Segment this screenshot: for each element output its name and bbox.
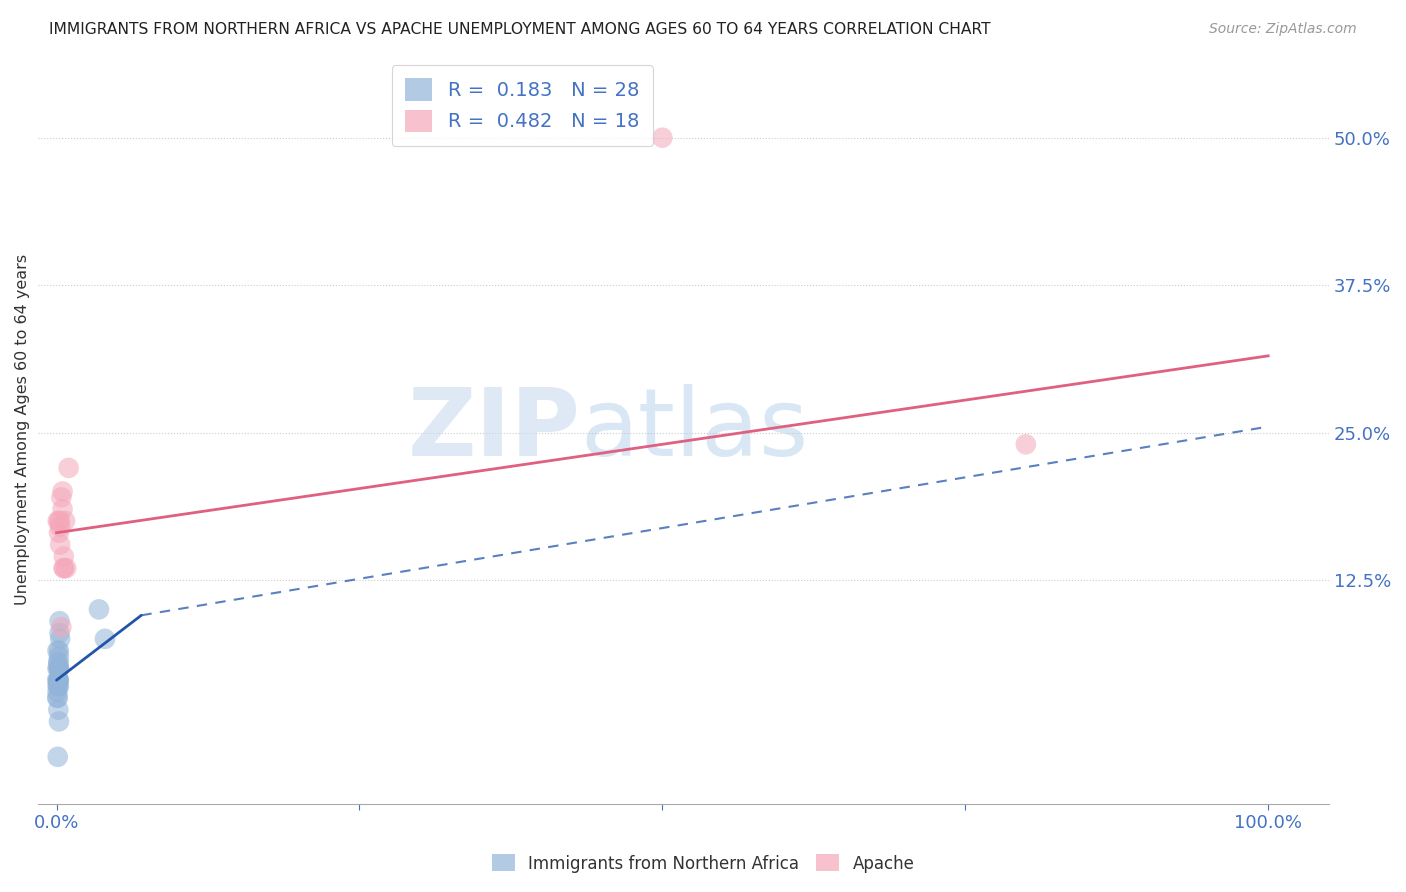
Point xyxy=(46,690,69,705)
Point xyxy=(48,661,70,675)
Point xyxy=(46,656,69,670)
Point xyxy=(49,514,72,528)
Legend: Immigrants from Northern Africa, Apache: Immigrants from Northern Africa, Apache xyxy=(485,847,921,880)
Point xyxy=(52,561,75,575)
Point xyxy=(48,714,70,729)
Point xyxy=(46,643,69,657)
Text: atlas: atlas xyxy=(581,384,808,475)
Point xyxy=(1015,437,1038,451)
Point xyxy=(48,514,70,528)
Point xyxy=(48,661,70,675)
Point xyxy=(46,673,69,688)
Text: IMMIGRANTS FROM NORTHERN AFRICA VS APACHE UNEMPLOYMENT AMONG AGES 60 TO 64 YEARS: IMMIGRANTS FROM NORTHERN AFRICA VS APACH… xyxy=(49,22,991,37)
Point xyxy=(48,661,70,675)
Point xyxy=(51,502,73,516)
Point xyxy=(48,643,70,657)
Y-axis label: Unemployment Among Ages 60 to 64 years: Unemployment Among Ages 60 to 64 years xyxy=(15,254,30,605)
Point xyxy=(53,514,76,528)
Point xyxy=(51,491,73,505)
Point xyxy=(49,537,72,551)
Point xyxy=(48,649,70,664)
Point xyxy=(49,520,72,534)
Point xyxy=(58,461,80,475)
Point xyxy=(87,602,110,616)
Point xyxy=(46,673,69,688)
Point xyxy=(48,614,70,628)
Point xyxy=(48,673,70,688)
Point xyxy=(46,679,69,693)
Point xyxy=(651,130,673,145)
Point xyxy=(48,525,70,540)
Point xyxy=(46,656,69,670)
Text: Source: ZipAtlas.com: Source: ZipAtlas.com xyxy=(1209,22,1357,37)
Point xyxy=(46,673,69,688)
Point xyxy=(48,679,70,693)
Point xyxy=(46,703,69,717)
Point xyxy=(46,749,69,764)
Point xyxy=(52,561,75,575)
Point xyxy=(46,685,69,699)
Text: ZIP: ZIP xyxy=(408,384,581,475)
Point xyxy=(48,626,70,640)
Point xyxy=(51,620,73,634)
Point xyxy=(55,561,77,575)
Point xyxy=(46,690,69,705)
Point xyxy=(49,632,72,646)
Legend: R =  0.183   N = 28, R =  0.482   N = 18: R = 0.183 N = 28, R = 0.482 N = 18 xyxy=(391,65,652,145)
Point xyxy=(94,632,117,646)
Point xyxy=(46,514,69,528)
Point xyxy=(51,484,73,499)
Point xyxy=(52,549,75,564)
Point xyxy=(46,673,69,688)
Point xyxy=(46,679,69,693)
Point xyxy=(46,661,69,675)
